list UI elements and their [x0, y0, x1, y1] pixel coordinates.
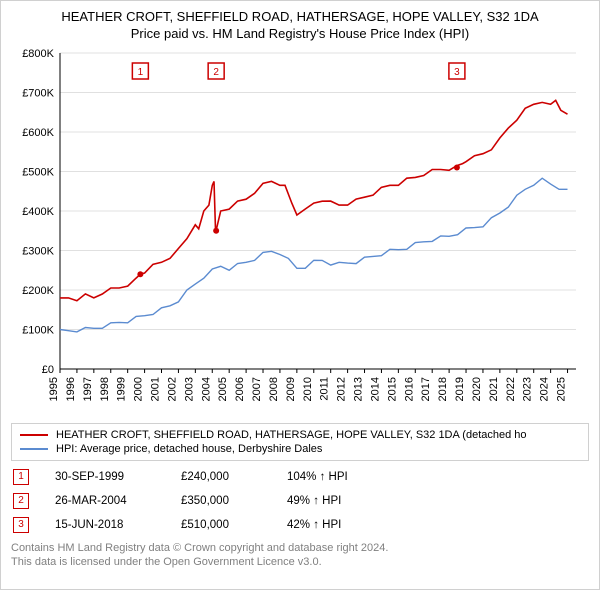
series-property — [60, 100, 568, 300]
svg-text:£400K: £400K — [22, 206, 54, 218]
svg-text:2016: 2016 — [403, 377, 415, 401]
svg-text:2025: 2025 — [556, 377, 568, 401]
svg-text:2020: 2020 — [471, 377, 483, 401]
sale-price: £510,000 — [181, 519, 261, 531]
svg-text:2011: 2011 — [319, 377, 331, 401]
sale-pct: 42% ↑ HPI — [287, 519, 387, 531]
svg-text:2002: 2002 — [166, 377, 178, 401]
svg-text:£600K: £600K — [22, 127, 54, 139]
sale-marker-3: 3 — [13, 517, 29, 533]
svg-text:1996: 1996 — [65, 377, 77, 401]
svg-text:£200K: £200K — [22, 285, 54, 297]
svg-text:3: 3 — [454, 67, 460, 78]
legend-label: HPI: Average price, detached house, Derb… — [56, 443, 322, 455]
svg-text:£100K: £100K — [22, 325, 54, 337]
svg-text:1998: 1998 — [99, 377, 111, 401]
svg-text:2000: 2000 — [133, 377, 145, 401]
svg-text:£500K: £500K — [22, 167, 54, 179]
svg-text:2019: 2019 — [454, 377, 466, 401]
chart-subtitle: Price paid vs. HM Land Registry's House … — [11, 26, 589, 41]
svg-text:2013: 2013 — [353, 377, 365, 401]
attribution-line-1: Contains HM Land Registry data © Crown c… — [11, 541, 589, 555]
legend-row-0: HEATHER CROFT, SHEFFIELD ROAD, HATHERSAG… — [20, 428, 580, 442]
svg-text:£300K: £300K — [22, 246, 54, 258]
sale-dot-1 — [137, 271, 143, 277]
sale-date: 15-JUN-2018 — [55, 519, 155, 531]
svg-text:2014: 2014 — [369, 377, 381, 401]
svg-text:2018: 2018 — [437, 377, 449, 401]
svg-text:2023: 2023 — [522, 377, 534, 401]
svg-text:2001: 2001 — [150, 377, 162, 401]
svg-text:2015: 2015 — [386, 377, 398, 401]
sale-date: 30-SEP-1999 — [55, 471, 155, 483]
svg-text:2008: 2008 — [268, 377, 280, 401]
sale-date: 26-MAR-2004 — [55, 495, 155, 507]
sale-marker-1: 1 — [13, 469, 29, 485]
svg-text:2004: 2004 — [200, 377, 212, 401]
sale-pct: 49% ↑ HPI — [287, 495, 387, 507]
attribution-line-2: This data is licensed under the Open Gov… — [11, 555, 589, 569]
sale-row-3: 3 15-JUN-2018 £510,000 42% ↑ HPI — [11, 515, 589, 539]
svg-text:2021: 2021 — [488, 377, 500, 401]
svg-text:1997: 1997 — [82, 377, 94, 401]
chart-title: HEATHER CROFT, SHEFFIELD ROAD, HATHERSAG… — [11, 9, 589, 24]
svg-text:2022: 2022 — [505, 377, 517, 401]
attribution-text: Contains HM Land Registry data © Crown c… — [11, 541, 589, 570]
legend-box: HEATHER CROFT, SHEFFIELD ROAD, HATHERSAG… — [11, 423, 589, 461]
legend-row-1: HPI: Average price, detached house, Derb… — [20, 442, 580, 456]
sale-row-2: 2 26-MAR-2004 £350,000 49% ↑ HPI — [11, 491, 589, 515]
svg-text:2010: 2010 — [302, 377, 314, 401]
sale-marker-2: 2 — [13, 493, 29, 509]
svg-text:1: 1 — [138, 67, 144, 78]
legend-label: HEATHER CROFT, SHEFFIELD ROAD, HATHERSAG… — [56, 429, 527, 441]
svg-text:2009: 2009 — [285, 377, 297, 401]
line-chart-svg: £0 £100K £200K £300K £400K £500K £600K £700K £80… — [16, 47, 584, 417]
sale-dot-2 — [213, 228, 219, 234]
svg-text:1999: 1999 — [116, 377, 128, 401]
legend-swatch — [20, 434, 48, 436]
svg-text:2017: 2017 — [420, 377, 432, 401]
sale-pct: 104% ↑ HPI — [287, 471, 387, 483]
svg-text:2005: 2005 — [217, 377, 229, 401]
sale-dot-3 — [454, 165, 460, 171]
svg-text:£0: £0 — [42, 364, 54, 376]
svg-text:1995: 1995 — [48, 377, 60, 401]
svg-text:2012: 2012 — [336, 377, 348, 401]
svg-text:£800K: £800K — [22, 48, 54, 60]
chart-container: HEATHER CROFT, SHEFFIELD ROAD, HATHERSAG… — [0, 0, 600, 590]
svg-text:2006: 2006 — [234, 377, 246, 401]
svg-text:2007: 2007 — [251, 377, 263, 401]
sale-row-1: 1 30-SEP-1999 £240,000 104% ↑ HPI — [11, 467, 589, 491]
legend-swatch — [20, 448, 48, 450]
svg-text:2: 2 — [213, 67, 219, 78]
series-hpi — [60, 178, 568, 332]
sale-price: £240,000 — [181, 471, 261, 483]
svg-text:£700K: £700K — [22, 88, 54, 100]
svg-text:2024: 2024 — [539, 377, 551, 401]
chart-plot-area: £0 £100K £200K £300K £400K £500K £600K £700K £80… — [16, 47, 584, 417]
sales-table: 1 30-SEP-1999 £240,000 104% ↑ HPI 2 26-MAR-20… — [11, 467, 589, 539]
svg-text:2003: 2003 — [183, 377, 195, 401]
sale-price: £350,000 — [181, 495, 261, 507]
